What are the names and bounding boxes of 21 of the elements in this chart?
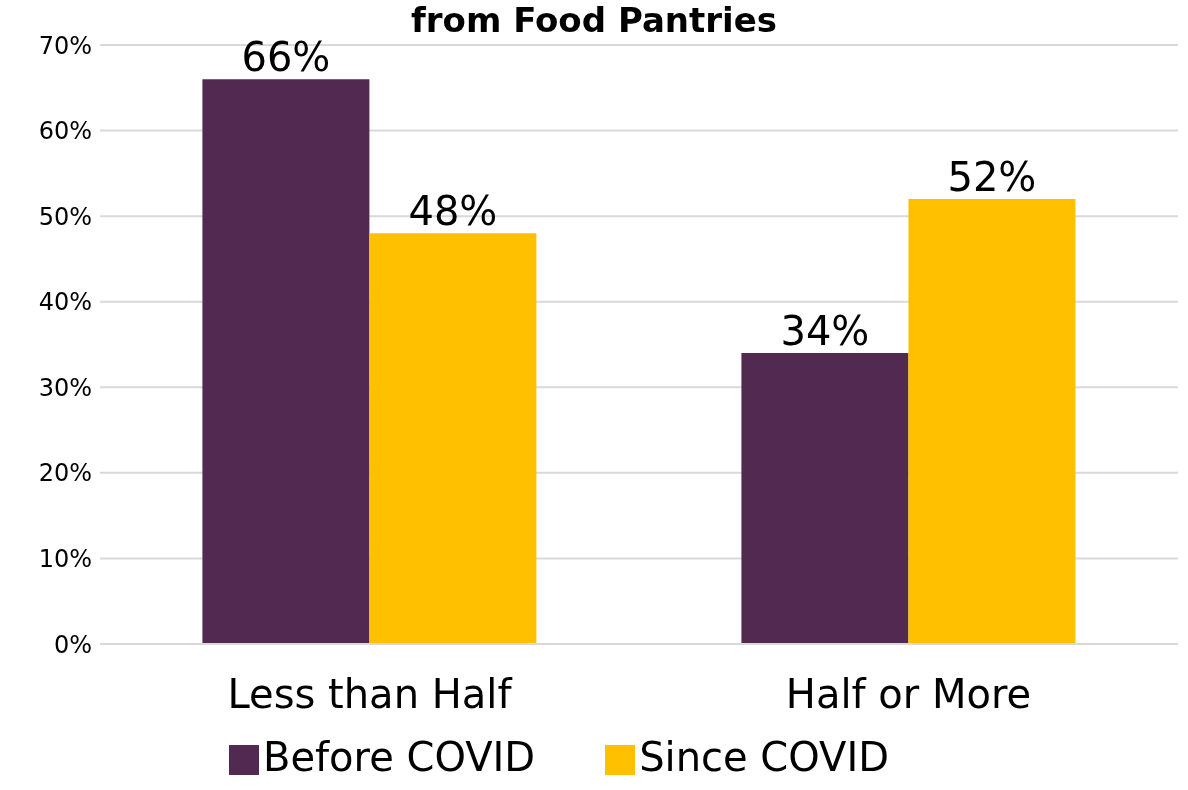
data-label: 48% — [408, 188, 498, 235]
y-tick-label: 40% — [38, 288, 92, 317]
bar — [908, 199, 1076, 644]
y-tick-label: 70% — [38, 31, 92, 60]
y-tick-label: 30% — [38, 373, 92, 402]
legend-label: Before COVID — [262, 734, 536, 780]
bar — [202, 79, 370, 644]
y-tick-label: 20% — [38, 459, 92, 488]
data-label: 34% — [780, 308, 870, 355]
data-label: 66% — [241, 34, 331, 81]
x-tick-label: Less than Half — [227, 671, 513, 718]
y-tick-label: 50% — [38, 202, 92, 231]
bar — [369, 233, 537, 644]
legend-label: Since COVID — [639, 734, 889, 780]
y-tick-label: 60% — [38, 117, 92, 146]
data-label: 52% — [947, 154, 1037, 201]
bar — [741, 353, 909, 644]
y-tick-label: 0% — [53, 630, 92, 659]
x-tick-label: Half or More — [785, 671, 1032, 718]
y-tick-label: 10% — [38, 544, 92, 573]
chart-title: from Food Pantries — [410, 0, 778, 40]
